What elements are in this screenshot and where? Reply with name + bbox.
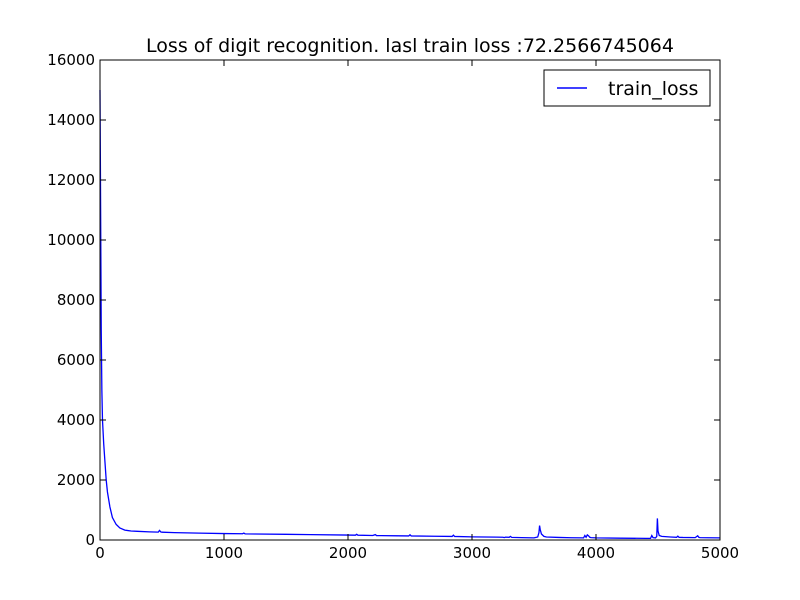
y-tick-label: 6000 (57, 351, 95, 369)
chart-title: Loss of digit recognition. lasl train lo… (146, 35, 674, 57)
x-tick-label: 1000 (205, 544, 243, 562)
plot-frame (99, 59, 721, 541)
legend-label-train-loss: train_loss (608, 78, 698, 100)
series-line-train-loss (99, 89, 721, 539)
x-tick-label: 5000 (701, 544, 739, 562)
y-tick-label: 2000 (57, 471, 95, 489)
y-tick-label: 16000 (47, 51, 95, 69)
y-tick-label: 10000 (47, 231, 95, 249)
y-tick-label: 0 (85, 531, 95, 549)
x-tick-label: 2000 (329, 544, 367, 562)
x-tick-label: 0 (95, 544, 105, 562)
y-tick-label: 8000 (57, 291, 95, 309)
y-tick-label: 4000 (57, 411, 95, 429)
y-axis: 0 2000 4000 6000 8000 10000 12000 14000 16000 (47, 51, 720, 549)
plot-area (99, 59, 721, 541)
legend: train_loss (543, 69, 711, 107)
y-tick-label: 12000 (47, 171, 95, 189)
x-tick-label: 3000 (453, 544, 491, 562)
x-axis: 0 1000 2000 3000 4000 5000 (95, 60, 739, 562)
y-tick-label: 14000 (47, 111, 95, 129)
x-tick-label: 4000 (577, 544, 615, 562)
